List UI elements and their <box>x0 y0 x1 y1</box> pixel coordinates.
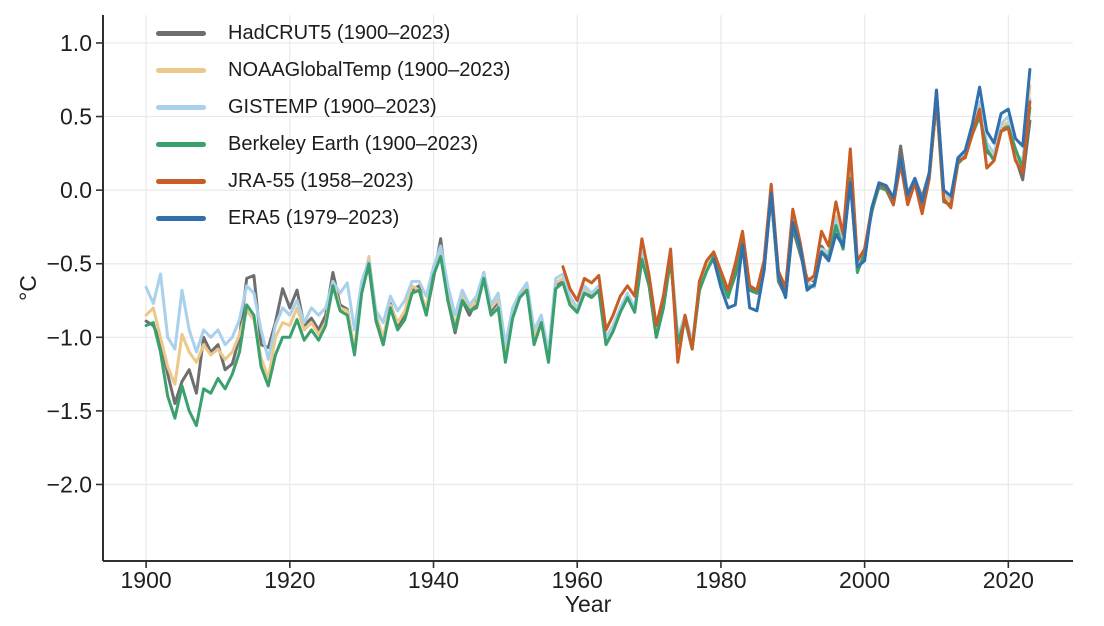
axes <box>96 15 1073 568</box>
legend-swatch-gistemp <box>156 105 206 110</box>
legend-item-gistemp: GISTEMP (1900–2023) <box>156 89 510 126</box>
x-tick-label: 1960 <box>552 567 603 593</box>
legend: HadCRUT5 (1900–2023) NOAAGlobalTemp (1900… <box>156 15 510 237</box>
series-lines <box>144 68 1032 428</box>
y-tick-label: 0.5 <box>60 104 92 130</box>
y-tick-label: 0.0 <box>60 177 92 203</box>
legend-swatch-jra-55 <box>156 179 206 184</box>
x-tick-label: 1980 <box>695 567 746 593</box>
x-tick-label: 1920 <box>264 567 315 593</box>
legend-swatch-era5 <box>156 216 206 221</box>
legend-label-noaaglobaltemp: NOAAGlobalTemp (1900–2023) <box>228 59 511 81</box>
x-tick-label: 1940 <box>408 567 459 593</box>
y-tick-label: −1.5 <box>47 398 92 424</box>
y-tick-label: 1.0 <box>60 30 92 56</box>
x-axis-label: Year <box>565 591 612 617</box>
y-tick-label: −2.0 <box>47 471 92 497</box>
legend-swatch-noaaglobaltemp <box>156 68 206 73</box>
legend-label-berkeley-earth: Berkeley Earth (1900–2023) <box>228 133 479 155</box>
legend-label-gistemp: GISTEMP (1900–2023) <box>228 96 437 118</box>
y-axis-label: °C <box>15 275 41 301</box>
y-tick-label: −1.0 <box>47 324 92 350</box>
legend-swatch-berkeley-earth <box>156 142 206 147</box>
legend-item-hadcrut5: HadCRUT5 (1900–2023) <box>156 15 510 52</box>
legend-label-jra-55: JRA-55 (1958–2023) <box>228 170 414 192</box>
series-line-era5 <box>712 68 1032 313</box>
series-line-berkeley-earth <box>144 100 1032 428</box>
legend-label-hadcrut5: HadCRUT5 (1900–2023) <box>228 22 451 44</box>
gridlines <box>103 15 1073 561</box>
legend-item-berkeley-earth: Berkeley Earth (1900–2023) <box>156 126 510 163</box>
y-tick-label: −0.5 <box>47 251 92 277</box>
legend-swatch-hadcrut5 <box>156 31 206 36</box>
legend-label-era5: ERA5 (1979–2023) <box>228 207 400 229</box>
tick-labels: 1.0 0.5 0.0 −0.5 −1.0 −1.5 −2.0 1900 1920 1940 196… <box>47 30 1034 593</box>
series-line-jra-55 <box>561 97 1032 364</box>
x-tick-label: 1900 <box>121 567 172 593</box>
legend-item-jra-55: JRA-55 (1958–2023) <box>156 163 510 200</box>
x-tick-label: 2000 <box>839 567 890 593</box>
legend-item-noaaglobaltemp: NOAAGlobalTemp (1900–2023) <box>156 52 510 89</box>
legend-item-era5: ERA5 (1979–2023) <box>156 200 510 237</box>
x-tick-label: 2020 <box>983 567 1034 593</box>
